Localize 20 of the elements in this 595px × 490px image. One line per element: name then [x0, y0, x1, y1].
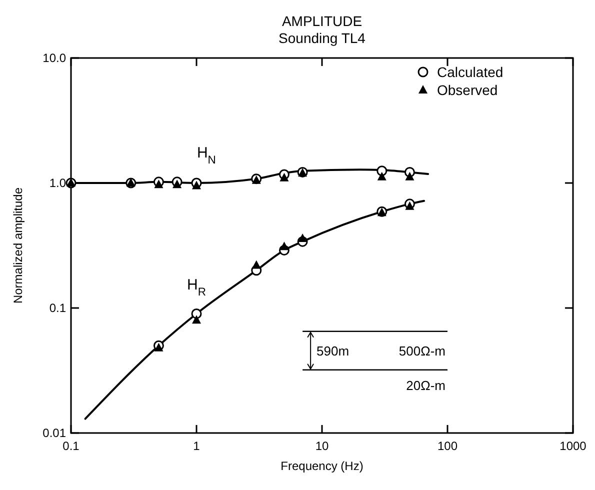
chart-subtitle: Sounding TL4: [278, 30, 366, 46]
annotation: 500Ω-m: [398, 344, 446, 359]
x-tick-label: 0.1: [62, 439, 80, 453]
y-tick-label: 10.0: [42, 51, 66, 65]
y-tick-label: 1.0: [49, 176, 66, 190]
legend-label: Observed: [437, 82, 498, 98]
annotation: 20Ω-m: [406, 378, 446, 393]
y-tick-label: 0.1: [49, 301, 66, 315]
x-tick-label: 1000: [560, 439, 587, 453]
x-axis-title: Frequency (Hz): [280, 459, 364, 473]
annotation: H$_{N}$: [196, 144, 216, 166]
x-tick-label: 1: [193, 439, 200, 453]
x-tick-label: 100: [437, 439, 458, 453]
legend-label: Calculated: [437, 64, 504, 80]
y-axis-title: Normalized amplitude: [11, 187, 25, 304]
x-tick-label: 10: [315, 439, 329, 453]
annotation: H$_{R}$: [187, 276, 206, 299]
y-tick-label: 0.01: [42, 426, 66, 440]
annotation: 590m: [316, 344, 350, 359]
chart-title: AMPLITUDE: [282, 13, 362, 29]
